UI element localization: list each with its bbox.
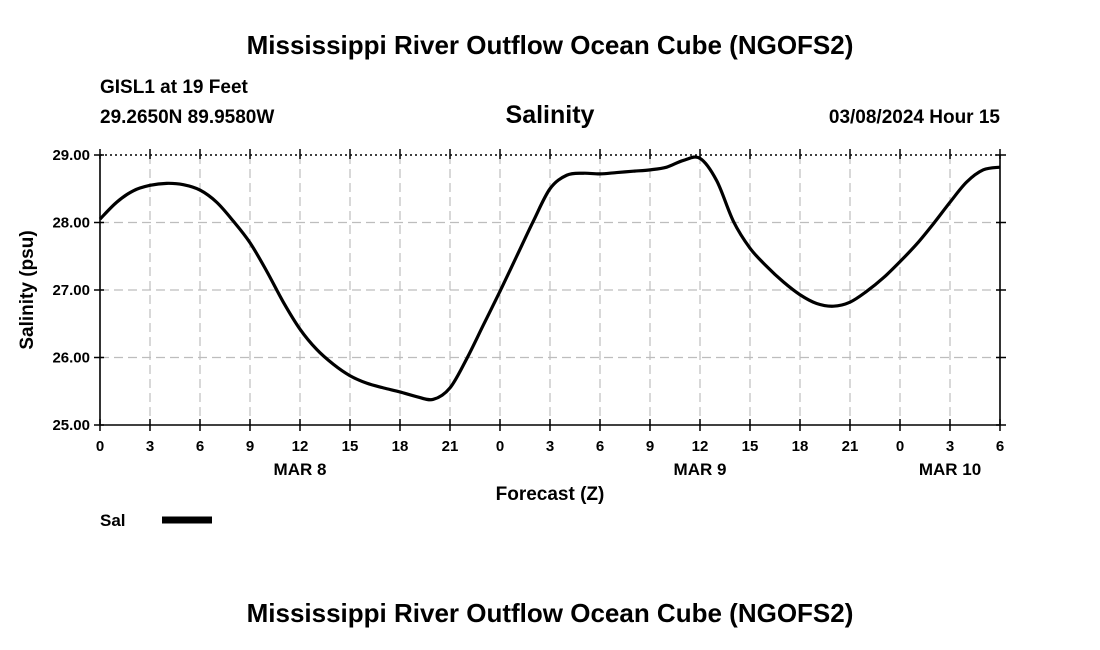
x-axis-label: Forecast (Z) [496,484,605,505]
x-tick-label: 18 [792,438,809,455]
x-tick-label: 3 [146,438,154,455]
footer-title: Mississippi River Outflow Ocean Cube (NG… [246,598,854,628]
x-tick-label: 15 [342,438,359,455]
station-coordinates: 29.2650N 89.9580W [100,107,275,128]
x-tick-label: 3 [546,438,554,455]
chart-subtitle: Salinity [505,101,595,129]
x-tick-label: 6 [196,438,204,455]
x-tick-label: 0 [896,438,904,455]
y-tick-labels: 25.00 26.00 27.00 28.00 29.00 [52,147,90,434]
x-tick-label: 0 [496,438,504,455]
x-tick-label: 6 [996,438,1004,455]
y-tick-label: 28.00 [52,215,90,232]
x-tick-labels: 0 3 6 9 12 15 18 21 0 3 6 9 12 15 18 21 0 3 6 [96,438,1004,455]
day-label: MAR 10 [919,460,981,479]
x-tick-label: 15 [742,438,759,455]
y-tick-label: 27.00 [52,282,90,299]
x-tick-label: 12 [692,438,709,455]
station-label: GISL1 at 19 Feet [100,77,248,98]
x-tick-label: 21 [442,438,459,455]
series-line-sal [98,155,1001,402]
x-tick-label: 21 [842,438,859,455]
y-tick-label: 26.00 [52,350,90,367]
day-label: MAR 8 [274,460,327,479]
x-tick-label: 0 [96,438,104,455]
x-tick-label: 3 [946,438,954,455]
legend-label: Sal [100,511,126,530]
grid-lines [100,155,1000,425]
y-tick-label: 25.00 [52,417,90,434]
x-tick-label: 6 [596,438,604,455]
day-labels: MAR 8 MAR 9 MAR 10 [274,460,982,479]
x-tick-label: 9 [646,438,654,455]
chart-title: Mississippi River Outflow Ocean Cube (NG… [246,30,854,60]
axis-ticks [94,149,1006,431]
x-tick-label: 12 [292,438,309,455]
series-group [98,155,1001,402]
x-tick-label: 18 [392,438,409,455]
day-label: MAR 9 [674,460,727,479]
forecast-datetime: 03/08/2024 Hour 15 [828,107,1000,128]
y-tick-label: 29.00 [52,147,90,164]
y-axis-label: Salinity (psu) [17,230,38,349]
x-tick-label: 9 [246,438,254,455]
